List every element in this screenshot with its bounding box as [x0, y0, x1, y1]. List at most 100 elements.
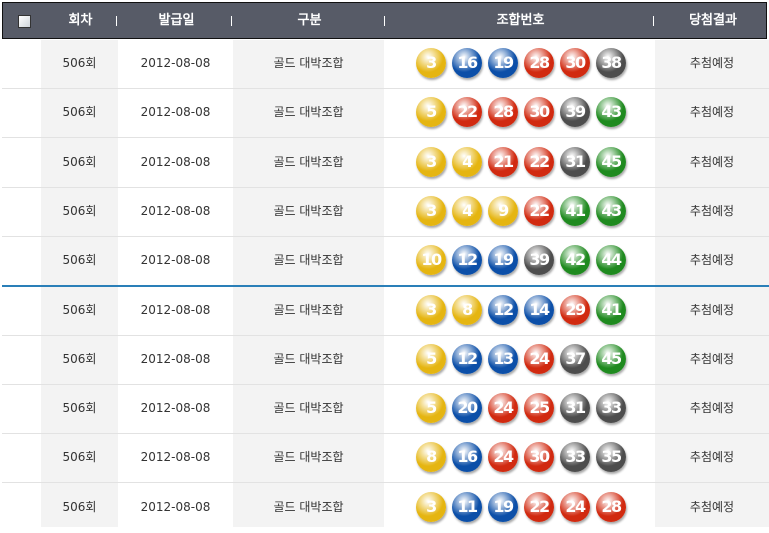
table-row[interactable]: 506회 2012-08-08 골드 대박조합 추첨예정 5 12 13 24 37 45 — [0, 336, 769, 385]
number-ball: 31 — [560, 146, 590, 177]
cell-type: 골드 대박조합 — [273, 302, 344, 317]
number-ball: 22 — [524, 491, 554, 522]
row-divider — [2, 88, 769, 89]
number-ball: 30 — [524, 97, 554, 128]
cell-result: 추첨예정 — [689, 56, 735, 70]
number-ball: 31 — [560, 393, 590, 424]
table-row[interactable]: 506회 2012-08-08 골드 대박조합 추첨예정 3 4 21 22 31 45 — [0, 139, 769, 188]
number-ball: 43 — [596, 97, 626, 128]
number-ball: 30 — [560, 48, 590, 78]
cell-type: 골드 대박조합 — [273, 253, 344, 268]
cell-date: 2012-08-08 — [140, 154, 211, 169]
cell-round: 506회 — [62, 351, 97, 366]
number-ball: 24 — [488, 393, 518, 424]
row-divider — [2, 433, 769, 435]
number-ball: 5 — [416, 97, 446, 128]
cell-date: 2012-08-08 — [140, 105, 211, 120]
cell-result: 추첨예정 — [689, 401, 735, 416]
cell-date: 2012-08-08 — [140, 203, 211, 218]
header-divider — [653, 16, 654, 26]
number-ball: 3 — [416, 294, 446, 325]
table-row[interactable]: 506회 2012-08-08 골드 대박조합 추첨예정 5 22 28 30 39 43 — [0, 89, 769, 139]
row-divider — [2, 186, 769, 188]
round-column-bg — [41, 40, 118, 527]
number-ball: 44 — [596, 245, 626, 276]
number-ball: 4 — [452, 195, 482, 226]
number-ball: 16 — [452, 442, 482, 473]
number-ball: 3 — [416, 146, 446, 177]
number-ball: 19 — [488, 48, 518, 78]
cell-date: 2012-08-08 — [140, 499, 211, 514]
cell-result: 추첨예정 — [689, 253, 735, 268]
cell-round: 506회 — [62, 450, 97, 465]
table-row[interactable]: 506회 2012-08-08 골드 대박조합 추첨예정 3 16 19 28 30 38 — [0, 40, 769, 89]
cell-date: 2012-08-08 — [140, 450, 211, 465]
cell-result: 추첨예정 — [689, 203, 735, 218]
table-header: 회차 발급일 구분 조합번호 당첨결과 — [2, 2, 767, 39]
number-ball: 33 — [596, 393, 626, 424]
cell-type: 골드 대박조합 — [273, 351, 344, 366]
table-row[interactable]: 506회 2012-08-08 골드 대박조합 추첨예정 10 12 19 39 42 44 — [0, 237, 769, 288]
number-ball: 14 — [524, 294, 554, 325]
row-divider — [2, 235, 769, 237]
number-ball: 35 — [596, 442, 626, 473]
result-column-bg — [655, 40, 769, 527]
header-divider — [231, 16, 232, 26]
table-row[interactable]: 506회 2012-08-08 골드 대박조합 추첨예정 3 8 12 14 29 41 — [0, 287, 769, 336]
number-ball: 13 — [488, 343, 518, 374]
number-ball: 20 — [452, 393, 482, 424]
number-ball: 28 — [596, 491, 626, 522]
cell-round: 506회 — [62, 154, 97, 169]
number-ball: 3 — [416, 491, 446, 522]
number-ball: 28 — [488, 97, 518, 128]
number-ball: 3 — [416, 48, 446, 78]
cell-type: 골드 대박조합 — [273, 105, 344, 120]
cell-result: 추첨예정 — [689, 450, 735, 465]
number-ball: 19 — [488, 245, 518, 276]
number-ball: 8 — [416, 442, 446, 473]
select-all-checkbox[interactable] — [18, 15, 31, 28]
header-numbers: 조합번호 — [496, 13, 545, 28]
table-row[interactable]: 506회 2012-08-08 골드 대박조합 추첨예정 3 4 9 22 41 43 — [0, 188, 769, 237]
number-ball: 11 — [452, 491, 482, 522]
row-divider — [2, 285, 769, 288]
row-divider — [2, 137, 769, 139]
number-ball: 41 — [596, 294, 626, 325]
header-date: 발급일 — [158, 13, 195, 28]
cell-date: 2012-08-08 — [140, 401, 211, 416]
header-divider — [116, 16, 117, 26]
number-ball: 45 — [596, 146, 626, 177]
type-column-bg — [233, 40, 384, 527]
cell-round: 506회 — [62, 105, 97, 120]
cell-round: 506회 — [62, 401, 97, 416]
cell-result: 추첨예정 — [689, 302, 735, 317]
number-ball: 24 — [560, 491, 590, 522]
number-ball: 45 — [596, 343, 626, 374]
cell-type: 골드 대박조합 — [273, 56, 344, 70]
cell-date: 2012-08-08 — [140, 351, 211, 366]
number-ball: 5 — [416, 343, 446, 374]
cell-type: 골드 대박조합 — [273, 401, 344, 416]
number-ball: 41 — [560, 195, 590, 226]
number-ball: 22 — [524, 146, 554, 177]
number-ball: 37 — [560, 343, 590, 374]
header-divider — [384, 16, 385, 26]
number-ball: 25 — [524, 393, 554, 424]
cell-round: 506회 — [62, 302, 97, 317]
number-ball: 39 — [560, 97, 590, 128]
number-ball: 42 — [560, 245, 590, 276]
table-row[interactable]: 506회 2012-08-08 골드 대박조합 추첨예정 5 20 24 25 31 33 — [0, 385, 769, 435]
header-result: 당첨결과 — [689, 13, 737, 28]
row-divider — [2, 482, 769, 484]
cell-date: 2012-08-08 — [140, 253, 211, 268]
header-round: 회차 — [68, 13, 93, 28]
number-ball: 29 — [560, 294, 590, 325]
number-ball: 39 — [524, 245, 554, 276]
cell-date: 2012-08-08 — [140, 56, 211, 70]
number-ball: 19 — [488, 491, 518, 522]
table-row[interactable]: 506회 2012-08-08 골드 대박조합 추첨예정 3 11 19 22 24 28 — [0, 484, 769, 533]
number-ball: 33 — [560, 442, 590, 473]
number-ball: 10 — [416, 245, 446, 276]
table-row[interactable]: 506회 2012-08-08 골드 대박조합 추첨예정 8 16 24 30 33 35 — [0, 434, 769, 484]
number-ball: 22 — [524, 195, 554, 226]
